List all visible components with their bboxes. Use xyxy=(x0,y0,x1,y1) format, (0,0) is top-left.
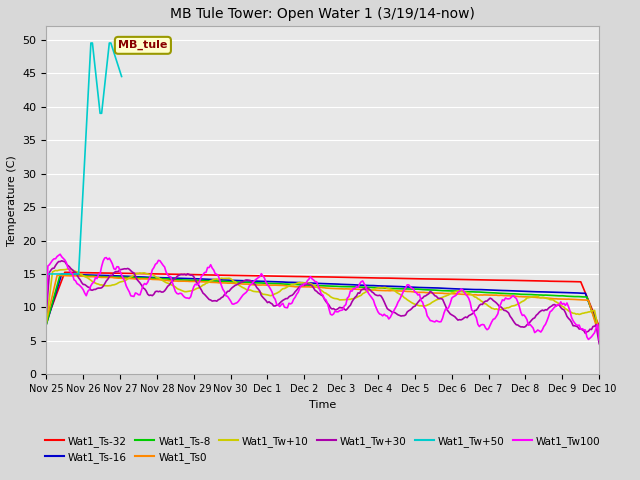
Wat1_Tw+50 xyxy=(42,271,50,277)
Wat1_Tw+30 xyxy=(377,293,385,299)
Wat1_Tw+30 xyxy=(60,258,67,264)
Wat1_Tw+30 xyxy=(529,316,537,322)
Wat1_Ts-32 xyxy=(359,275,367,281)
Wat1_Ts-8 xyxy=(42,322,50,327)
Wat1_Tw+30 xyxy=(390,309,397,315)
Wat1_Tw100 xyxy=(529,325,537,331)
X-axis label: Time: Time xyxy=(309,400,337,409)
Wat1_Ts-16 xyxy=(58,271,65,277)
Line: Wat1_Ts-32: Wat1_Ts-32 xyxy=(46,272,599,326)
Wat1_Ts0 xyxy=(377,288,385,293)
Wat1_Ts-16 xyxy=(377,283,385,289)
Wat1_Ts-8 xyxy=(390,286,397,291)
Wat1_Ts0 xyxy=(529,294,537,300)
Wat1_Tw+50 xyxy=(58,271,65,277)
Text: MB_tule: MB_tule xyxy=(118,40,168,50)
Wat1_Tw100 xyxy=(56,252,64,257)
Wat1_Tw+30 xyxy=(58,258,65,264)
Wat1_Ts0 xyxy=(60,273,67,278)
Wat1_Ts-8 xyxy=(56,272,64,277)
Wat1_Ts-16 xyxy=(147,275,155,280)
Wat1_Ts-8 xyxy=(595,329,603,335)
Wat1_Tw100 xyxy=(595,337,603,343)
Wat1_Ts-8 xyxy=(377,285,385,291)
Wat1_Ts-32 xyxy=(42,318,50,324)
Wat1_Tw+30 xyxy=(147,292,155,298)
Wat1_Tw+10 xyxy=(595,331,603,336)
Wat1_Tw+10 xyxy=(42,321,50,326)
Y-axis label: Temperature (C): Temperature (C) xyxy=(7,155,17,246)
Line: Wat1_Ts-16: Wat1_Ts-16 xyxy=(46,274,599,330)
Wat1_Ts0 xyxy=(147,276,155,282)
Line: Wat1_Tw100: Wat1_Tw100 xyxy=(46,254,599,340)
Line: Wat1_Tw+10: Wat1_Tw+10 xyxy=(46,269,599,334)
Line: Wat1_Tw+50: Wat1_Tw+50 xyxy=(46,43,122,274)
Wat1_Ts-32 xyxy=(61,269,68,275)
Wat1_Ts0 xyxy=(42,319,50,324)
Wat1_Tw+10 xyxy=(147,272,155,277)
Wat1_Tw100 xyxy=(377,312,385,317)
Wat1_Ts-32 xyxy=(595,324,603,329)
Wat1_Ts0 xyxy=(359,287,367,292)
Line: Wat1_Tw+30: Wat1_Tw+30 xyxy=(46,261,599,344)
Wat1_Ts-32 xyxy=(58,277,65,283)
Wat1_Tw+30 xyxy=(42,310,50,315)
Wat1_Tw+10 xyxy=(390,287,397,293)
Wat1_Tw100 xyxy=(60,255,67,261)
Wat1_Ts-32 xyxy=(390,276,397,281)
Wat1_Ts0 xyxy=(53,273,61,278)
Line: Wat1_Ts0: Wat1_Ts0 xyxy=(46,276,599,335)
Wat1_Tw100 xyxy=(359,278,367,284)
Wat1_Tw100 xyxy=(147,273,155,278)
Wat1_Ts-32 xyxy=(529,278,537,284)
Wat1_Ts-32 xyxy=(147,271,155,276)
Legend: Wat1_Ts-32, Wat1_Ts-16, Wat1_Ts-8, Wat1_Ts0, Wat1_Tw+10, Wat1_Tw+30, Wat1_Tw+50,: Wat1_Ts-32, Wat1_Ts-16, Wat1_Ts-8, Wat1_… xyxy=(41,432,605,467)
Wat1_Tw100 xyxy=(390,309,397,314)
Wat1_Ts-16 xyxy=(529,289,537,295)
Wat1_Tw+10 xyxy=(58,267,65,273)
Wat1_Ts-8 xyxy=(147,275,155,281)
Wat1_Tw+10 xyxy=(529,294,537,300)
Wat1_Ts-16 xyxy=(595,327,603,333)
Wat1_Tw+10 xyxy=(64,266,72,272)
Wat1_Ts-8 xyxy=(359,284,367,290)
Wat1_Ts0 xyxy=(595,332,603,338)
Wat1_Ts-16 xyxy=(359,282,367,288)
Line: Wat1_Ts-8: Wat1_Ts-8 xyxy=(46,275,599,332)
Wat1_Ts-16 xyxy=(60,271,67,277)
Wat1_Ts-8 xyxy=(529,292,537,298)
Wat1_Tw100 xyxy=(42,300,50,305)
Wat1_Ts-16 xyxy=(390,283,397,289)
Wat1_Tw+30 xyxy=(359,287,367,292)
Wat1_Ts-16 xyxy=(42,321,50,327)
Wat1_Tw+10 xyxy=(377,285,385,291)
Wat1_Ts0 xyxy=(390,288,397,293)
Wat1_Tw+10 xyxy=(359,291,367,297)
Wat1_Tw+30 xyxy=(595,341,603,347)
Wat1_Ts-32 xyxy=(377,275,385,281)
Title: MB Tule Tower: Open Water 1 (3/19/14-now): MB Tule Tower: Open Water 1 (3/19/14-now… xyxy=(170,7,476,21)
Wat1_Ts-8 xyxy=(60,272,67,278)
